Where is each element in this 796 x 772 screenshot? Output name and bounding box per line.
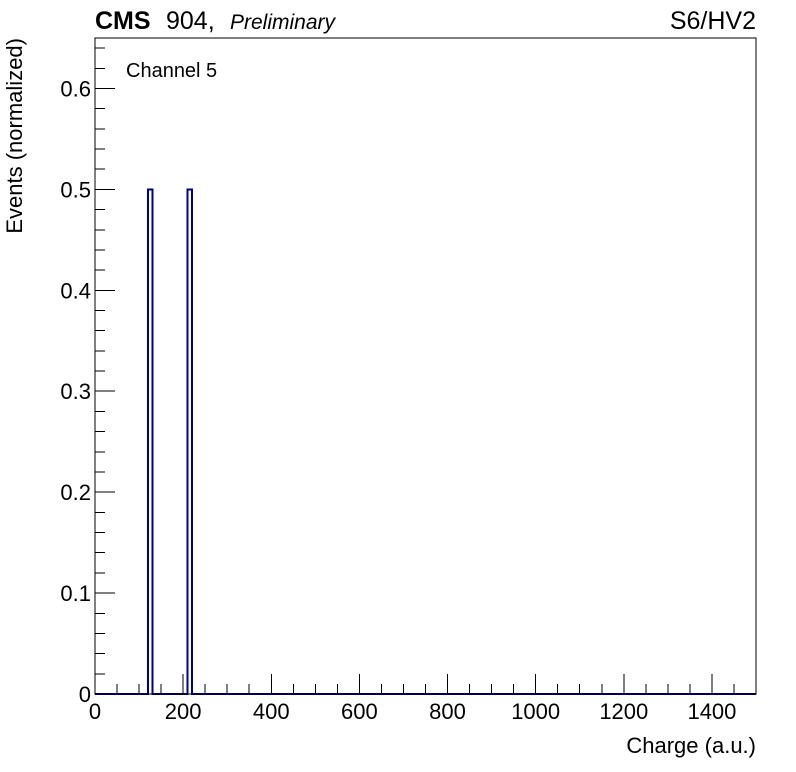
status-label: Preliminary [230, 11, 337, 34]
x-tick-label: 800 [429, 699, 466, 724]
x-tick-label: 200 [165, 699, 202, 724]
y-tick-label: 0.5 [60, 177, 91, 202]
y-tick-label: 0.2 [60, 480, 91, 505]
experiment-label: CMS [95, 7, 151, 35]
plot-frame [94, 37, 757, 695]
y-tick-label: 0.3 [60, 379, 91, 404]
ticks-layer: 0 200 400 600 800 1000 1200 1400 0 0.1 0.2 0.3 0.4 0.… [60, 47, 757, 724]
x-tick-label: 1400 [687, 699, 736, 724]
x-tick-label: 1000 [511, 699, 560, 724]
histogram-bins [148, 189, 192, 694]
x-tick-label: 1200 [599, 699, 648, 724]
tag-label: S6/HV2 [670, 7, 756, 35]
y-tick-label: 0.6 [60, 76, 91, 101]
y-tick-label: 0.4 [60, 278, 91, 303]
x-tick-label: 400 [253, 699, 290, 724]
channel-annotation: Channel 5 [126, 60, 217, 82]
x-tick-label: 600 [341, 699, 378, 724]
y-tick-label: 0.1 [60, 581, 91, 606]
histogram-outline [95, 188, 756, 695]
y-tick-label: 0 [79, 682, 91, 707]
site-label: 904, [166, 7, 215, 35]
x-axis-title: Charge (a.u.) [626, 733, 756, 758]
x-tick-label: 0 [89, 699, 101, 724]
y-axis-title: Events (normalized) [2, 38, 27, 234]
